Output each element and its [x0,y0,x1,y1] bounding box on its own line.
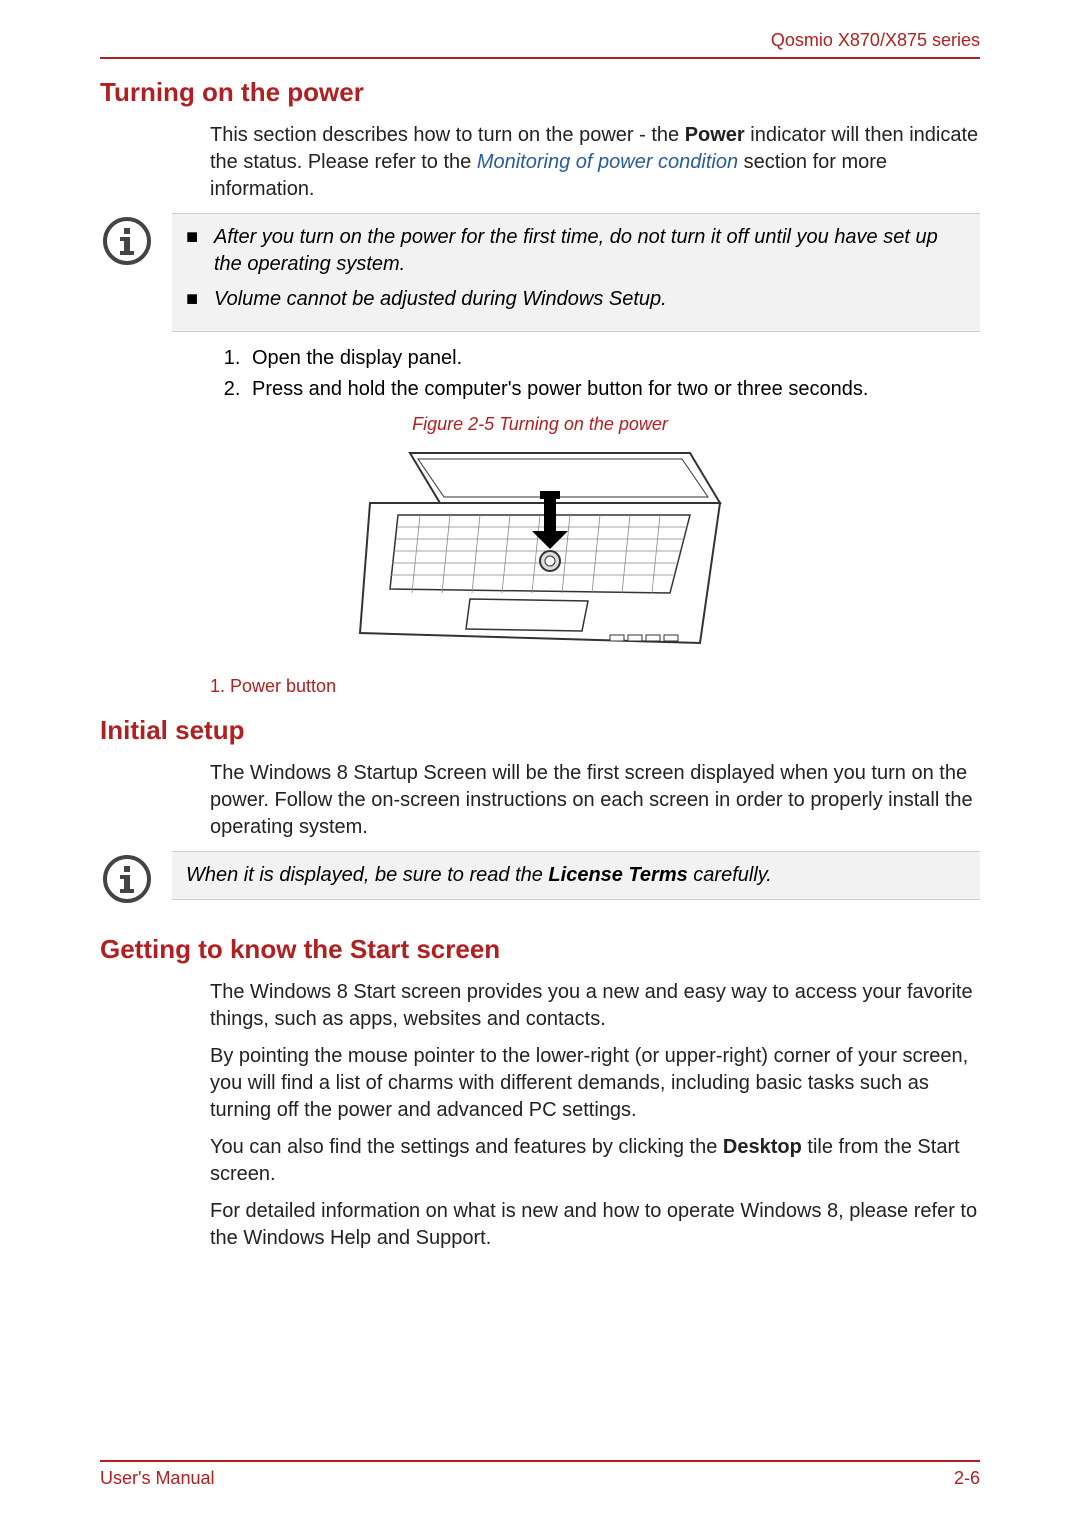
section3-body: The Windows 8 Start screen provides you … [210,979,980,1252]
link-monitoring-power[interactable]: Monitoring of power condition [477,151,738,173]
footer-manual-label: User's Manual [100,1468,214,1489]
section-title-turning-on: Turning on the power [100,77,980,108]
header-series: Qosmio X870/X875 series [100,30,980,51]
bullet-icon: ■ [186,224,214,278]
section3-p3-pre: You can also find the settings and featu… [210,1136,723,1158]
step-1: Open the display panel. [246,344,980,373]
note2-post: carefully. [688,864,772,886]
note-2-text: Volume cannot be adjusted during Windows… [214,286,966,313]
info-icon [100,217,154,270]
note-box-2: When it is displayed, be sure to read th… [172,851,980,900]
note-1-text: After you turn on the power for the firs… [214,224,966,278]
note-box-1: ■ After you turn on the power for the fi… [172,213,980,332]
info-icon [100,855,154,908]
note-block-1: ■ After you turn on the power for the fi… [100,213,980,332]
laptop-illustration [350,443,730,663]
note2-pre: When it is displayed, be sure to read th… [186,864,548,886]
section2-paragraph: The Windows 8 Startup Screen will be the… [210,760,980,841]
section-title-initial-setup: Initial setup [100,715,980,746]
section-title-start-screen: Getting to know the Start screen [100,934,980,965]
footer-rule [100,1460,980,1462]
section1-intro: This section describes how to turn on th… [210,122,980,203]
page-footer: User's Manual 2-6 [100,1460,980,1489]
section3-p4: For detailed information on what is new … [210,1198,980,1252]
section3-p1: The Windows 8 Start screen provides you … [210,979,980,1033]
intro-text-pre: This section describes how to turn on th… [210,124,685,146]
section3-p3-bold: Desktop [723,1136,802,1158]
section2-body: The Windows 8 Startup Screen will be the… [210,760,980,841]
figure-caption: Figure 2-5 Turning on the power [100,414,980,435]
section3-p2: By pointing the mouse pointer to the low… [210,1043,980,1124]
footer-page-number: 2-6 [954,1468,980,1489]
note2-bold: License Terms [548,864,687,886]
manual-page: Qosmio X870/X875 series Turning on the p… [0,0,1080,1521]
figure-image [100,443,980,668]
step-2: Press and hold the computer's power butt… [246,375,980,404]
intro-bold-power: Power [685,124,745,146]
figure-legend: 1. Power button [210,676,980,697]
note-block-2: When it is displayed, be sure to read th… [100,851,980,908]
steps-list: Open the display panel. Press and hold t… [210,344,980,404]
bullet-icon: ■ [186,286,214,313]
header-rule [100,57,980,59]
